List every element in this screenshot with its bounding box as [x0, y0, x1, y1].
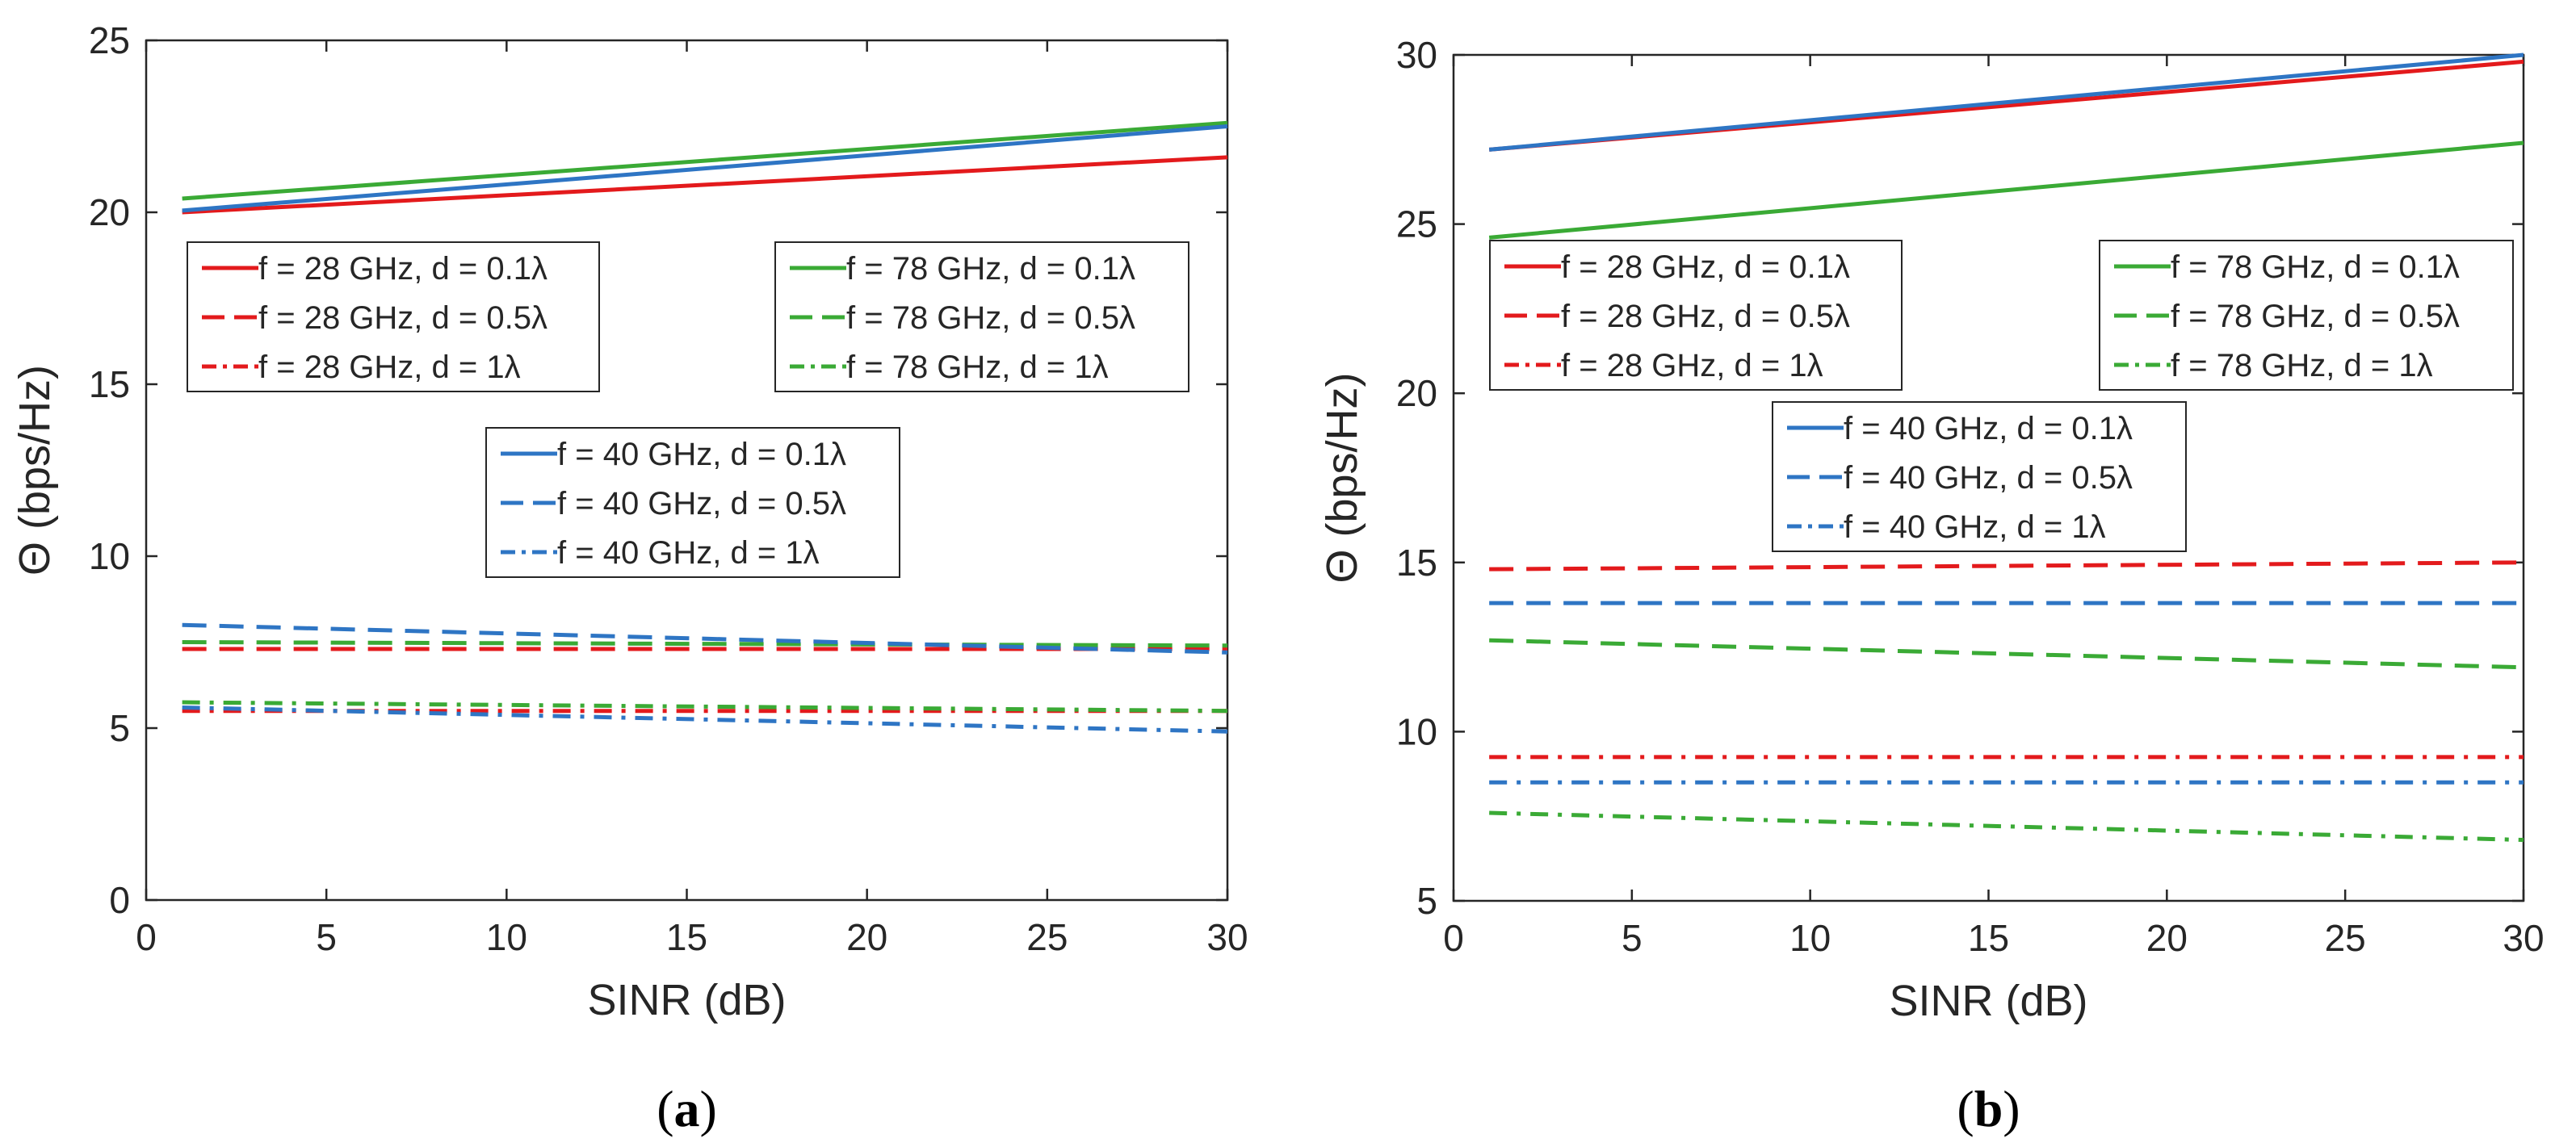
legend-center: f = 40 GHz, d = 0.1λ f = 40 GHz, d = 0.5λ… [1772, 401, 2187, 552]
legend-label: f = 40 GHz, d = 0.5λ [557, 486, 846, 521]
y-tick-label: 15 [1396, 542, 1437, 584]
x-tick-label: 20 [2146, 917, 2188, 959]
legend-upper-right: f = 78 GHz, d = 0.1λ f = 78 GHz, d = 0.5λ… [2099, 240, 2514, 391]
y-tick-label: 25 [1396, 203, 1437, 245]
legend-label: f = 40 GHz, d = 0.5λ [1844, 460, 2133, 496]
y-tick-label: 5 [109, 707, 130, 749]
chart-panel-a: 0 5 10 15 20 25 30 0 5 10 15 20 25 SINR (dB) Θ (bps/Hz… [10, 19, 1248, 1137]
panel-caption: (a) [657, 1080, 717, 1137]
series-line-2 [1489, 560, 2524, 572]
legend-label: f = 40 GHz, d = 1λ [557, 535, 820, 571]
legend-label: f = 78 GHz, d = 0.1λ [2171, 249, 2460, 285]
legend-label: f = 28 GHz, d = 0.1λ [1561, 249, 1850, 285]
x-tick-label: 0 [136, 916, 157, 958]
y-tick-label: 0 [109, 879, 130, 921]
legend-label: f = 40 GHz, d = 0.1λ [557, 437, 846, 472]
series-line-5 [1489, 638, 2524, 670]
y-tick-label: 30 [1396, 34, 1437, 76]
x-tick-label: 10 [486, 916, 527, 958]
x-tick-label: 5 [1622, 917, 1643, 959]
x-tick-label: 15 [666, 916, 707, 958]
y-tick-label: 20 [1396, 372, 1437, 414]
legend-upper-left: f = 28 GHz, d = 0.1λ f = 28 GHz, d = 0.5λ… [187, 241, 600, 392]
x-tick-label: 0 [1443, 917, 1464, 959]
legend-label: f = 28 GHz, d = 0.1λ [258, 251, 548, 287]
x-tick-label: 25 [1026, 916, 1068, 958]
legend-label: f = 28 GHz, d = 0.5λ [258, 300, 548, 336]
legend-label: f = 78 GHz, d = 1λ [846, 350, 1109, 385]
series-line-9 [182, 705, 1228, 734]
x-tick-label: 30 [2503, 917, 2544, 959]
x-tick-label: 25 [2325, 917, 2366, 959]
y-tick-label: 25 [89, 19, 130, 61]
legend-upper-right: f = 78 GHz, d = 0.1λ f = 78 GHz, d = 0.5λ… [774, 241, 1189, 392]
legend-label: f = 28 GHz, d = 1λ [258, 350, 521, 385]
series-line-5 [182, 640, 1228, 648]
x-tick-label: 15 [1968, 917, 2009, 959]
x-tick-label: 30 [1206, 916, 1248, 958]
panel-caption: (b) [1957, 1080, 2020, 1137]
legend-center: f = 40 GHz, d = 0.1λ f = 40 GHz, d = 0.5λ… [485, 427, 900, 578]
y-tick-label: 10 [89, 535, 130, 577]
series-line-7 [1488, 52, 2524, 152]
legend-label: f = 40 GHz, d = 1λ [1844, 509, 2106, 545]
x-tick-label: 20 [846, 916, 887, 958]
x-tick-label: 5 [316, 916, 337, 958]
x-axis-label: SINR (dB) [587, 976, 786, 1024]
y-tick-label: 10 [1396, 710, 1437, 752]
legend-label: f = 28 GHz, d = 1λ [1561, 348, 1823, 383]
legend-label: f = 78 GHz, d = 0.5λ [846, 300, 1135, 336]
series-line-6 [1489, 810, 2524, 843]
y-tick-label: 5 [1416, 880, 1437, 922]
x-axis-label: SINR (dB) [1889, 977, 2087, 1025]
y-axis-label: Θ (bps/Hz) [10, 365, 59, 576]
series-line-4 [182, 120, 1228, 201]
legend-label: f = 78 GHz, d = 0.5λ [2171, 299, 2460, 334]
series-line-8 [182, 622, 1228, 655]
series-line-4 [1488, 140, 2524, 240]
y-tick-label: 15 [89, 363, 130, 405]
legend-label: f = 78 GHz, d = 0.1λ [846, 251, 1135, 287]
series-line-7 [182, 124, 1228, 213]
y-axis-label: Θ (bps/Hz) [1318, 372, 1366, 583]
series-line-1 [182, 155, 1228, 215]
series-line-6 [182, 700, 1228, 714]
legend-label: f = 78 GHz, d = 1λ [2171, 348, 2433, 383]
legend-upper-left: f = 28 GHz, d = 0.1λ f = 28 GHz, d = 0.5λ… [1489, 240, 1903, 391]
legend-label: f = 40 GHz, d = 0.1λ [1844, 411, 2133, 446]
legend-label: f = 28 GHz, d = 0.5λ [1561, 299, 1850, 334]
x-tick-label: 10 [1789, 917, 1831, 959]
y-tick-label: 20 [89, 191, 130, 233]
